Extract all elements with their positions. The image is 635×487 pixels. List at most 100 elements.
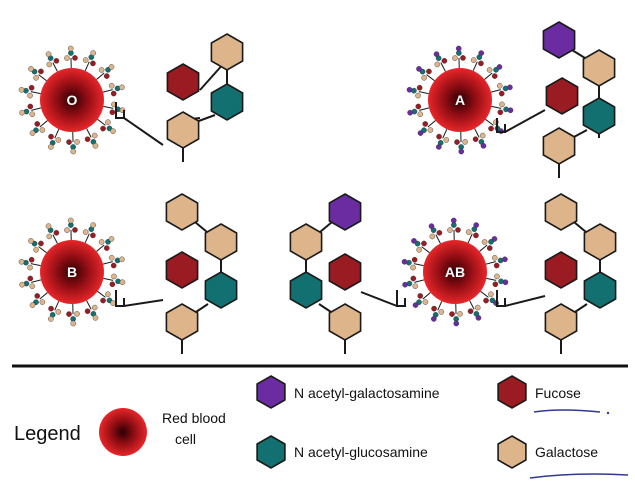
galactose-icon: [210, 33, 244, 71]
surface-antigen: [433, 51, 448, 72]
galactose-icon: [544, 303, 578, 341]
red-blood-cell-ab: AB: [401, 217, 509, 327]
legend-label-n-acetyl-galactosamine: N acetyl-galactosamine: [294, 385, 440, 401]
galactose-icon: [583, 223, 617, 261]
surface-antigen: [401, 256, 424, 271]
fucose-legend-icon: [497, 375, 527, 409]
surface-antigen: [18, 256, 41, 271]
surface-antigen: [29, 292, 48, 308]
connector-line: [504, 295, 546, 307]
surface-antigen: [449, 303, 463, 327]
cells-layer: O AB AB: [18, 45, 514, 327]
antigen-chain-a: [496, 21, 616, 178]
antigen-chains-layer: [115, 21, 617, 354]
connector-line: [574, 303, 588, 313]
surface-antigen: [19, 275, 42, 290]
fucose-icon: [328, 253, 362, 291]
surface-antigen: [407, 103, 430, 118]
surface-antigen: [64, 45, 78, 69]
surface-antigen: [102, 82, 125, 97]
surface-antigen: [491, 101, 514, 116]
legend-title: Legend: [14, 423, 81, 445]
surface-antigen: [64, 217, 78, 241]
connector-line: [573, 221, 587, 233]
surface-antigen: [402, 275, 425, 290]
rbc-body: [423, 240, 487, 304]
red-blood-cell-o: O: [18, 45, 126, 155]
legend-rbc-icon: [99, 408, 147, 456]
connector-line: [194, 221, 208, 233]
connector-line: [318, 303, 332, 313]
galactose-icon: [289, 223, 323, 261]
surface-antigen: [470, 50, 485, 72]
galactose-icon: [165, 303, 199, 341]
surface-antigen: [467, 300, 482, 321]
surface-antigen: [47, 128, 62, 150]
galactose-icon: [328, 303, 362, 341]
connector-line: [360, 291, 398, 307]
surface-antigen: [102, 254, 125, 269]
surface-antigen: [435, 128, 450, 150]
surface-antigen: [66, 131, 80, 155]
legend-label-galactose: Galactose: [535, 444, 598, 460]
legend-rbc-label-line1: Red blood: [162, 410, 226, 426]
surface-antigen: [103, 101, 126, 116]
surface-antigen: [465, 222, 480, 244]
surface-antigen: [96, 236, 115, 252]
n-acetyl-galactosamine-icon: [328, 193, 362, 231]
surface-antigen: [472, 128, 487, 149]
n-acetyl-galactosamine-legend-icon: [256, 375, 286, 409]
legend-label-n-acetyl-glucosamine: N acetyl-glucosamine: [294, 444, 428, 460]
membrane-anchor: [115, 290, 125, 307]
surface-antigen: [84, 128, 99, 149]
surface-antigen: [447, 217, 461, 241]
legend-icons: [256, 375, 527, 469]
fucose-icon: [166, 63, 200, 101]
membrane-anchor: [115, 102, 125, 119]
surface-antigen: [406, 84, 429, 99]
surface-antigen: [19, 103, 42, 118]
cell-label-o: O: [67, 92, 78, 108]
n-acetyl-glucosamine-icon: [210, 83, 244, 121]
galactose-icon: [166, 111, 200, 149]
surface-antigen: [28, 238, 47, 254]
n-acetyl-glucosamine-legend-icon: [256, 435, 286, 469]
rbc-body: [40, 240, 104, 304]
connector-line: [195, 303, 209, 313]
membrane-anchor: [396, 290, 406, 307]
surface-antigen: [84, 300, 99, 321]
legend: Legend Red blood cell N acetyl-galactosa…: [14, 375, 629, 479]
galactose-icon: [204, 223, 238, 261]
n-acetyl-glucosamine-icon: [204, 271, 238, 309]
connector-line: [571, 49, 586, 59]
fucose-icon: [165, 251, 199, 289]
red-blood-cell-b: B: [18, 217, 126, 327]
surface-antigen: [480, 290, 499, 306]
legend-rbc-label-line2: cell: [175, 431, 196, 447]
galactose-icon: [165, 193, 199, 231]
surface-antigen: [485, 254, 508, 269]
surface-antigen: [45, 51, 60, 72]
connector-line: [123, 117, 164, 146]
galactose-icon: [542, 127, 576, 165]
cell-label-ab: AB: [445, 264, 465, 280]
surface-antigen: [416, 66, 435, 82]
surface-antigen: [452, 45, 466, 69]
surface-antigen: [96, 64, 115, 80]
fucose-underline: [533, 409, 601, 413]
surface-antigen: [97, 118, 116, 134]
antigen-chain-ab-left: [289, 193, 406, 354]
n-acetyl-glucosamine-icon: [289, 271, 323, 309]
surface-antigen: [103, 273, 126, 288]
surface-antigen: [66, 303, 80, 327]
legend-label-fucose: Fucose: [535, 385, 581, 401]
surface-antigen: [82, 222, 97, 244]
rbc-body: [40, 68, 104, 132]
surface-antigen: [82, 50, 97, 72]
surface-antigen: [484, 64, 503, 80]
surface-antigen: [97, 290, 116, 306]
connector-line: [319, 221, 333, 233]
fucose-underline-dot: [606, 411, 610, 415]
surface-antigen: [490, 82, 513, 97]
